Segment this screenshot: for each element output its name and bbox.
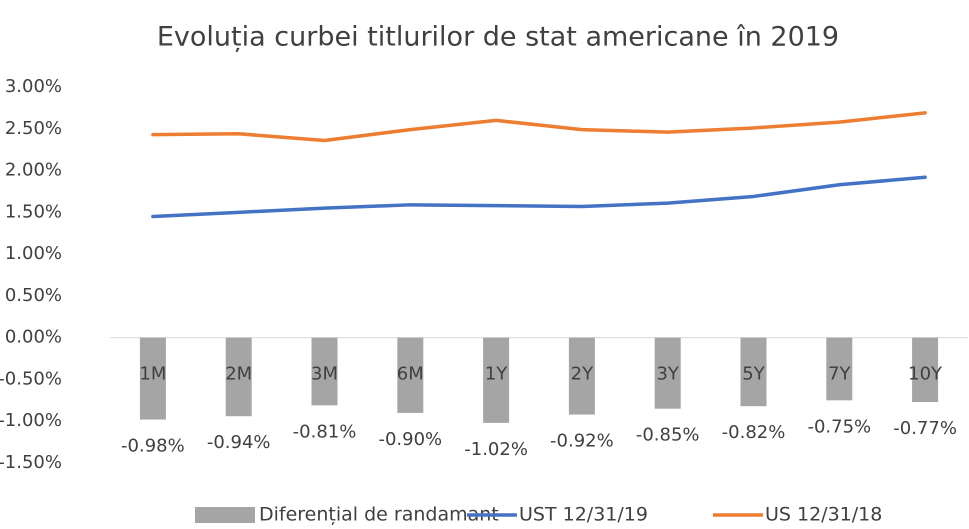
data-label: -0.90% [378,429,442,450]
y-tick-label: 3.00% [5,76,62,97]
line [151,175,927,219]
bar [912,337,939,403]
data-label: -1.02% [464,439,528,460]
x-tick-label: 10Y [908,364,943,385]
bar [740,337,767,407]
data-label: -0.85% [636,425,700,446]
bar [654,337,681,409]
x-tick-label: 5Y [742,364,765,385]
x-tick-label: 2M [225,364,252,385]
bar [568,337,595,415]
legend-label: UST 12/31/19 [519,504,648,526]
y-tick-label: 0.00% [5,327,62,348]
y-tick-label: -1.50% [0,452,62,473]
y-tick-label: -1.00% [0,410,62,431]
legend-label: Diferențial de randamant [259,504,499,526]
legend-swatch [195,507,255,523]
x-tick-label: 6M [397,364,424,385]
y-tick-label: -0.50% [0,368,62,389]
y-tick-label: 1.00% [5,243,62,264]
bar [225,337,252,417]
data-label: -0.98% [121,436,185,457]
bar [483,337,510,423]
line [151,111,927,143]
bar [826,337,853,401]
data-label: -0.77% [893,418,957,439]
bar [139,337,166,420]
y-tick-label: 1.50% [5,201,62,222]
x-tick-label: 3M [311,364,338,385]
x-tick-label: 2Y [571,364,594,385]
y-tick-label: 0.50% [5,285,62,306]
y-tick-label: 2.00% [5,160,62,181]
legend-label: US 12/31/18 [765,504,882,526]
y-tick-label: 2.50% [5,118,62,139]
data-label: -0.81% [293,421,357,442]
chart-title: Evoluția curbei titlurilor de stat ameri… [157,22,839,53]
x-tick-label: 1M [139,364,166,385]
bar [397,337,424,413]
data-label: -0.82% [722,422,786,443]
data-label: -0.75% [807,416,871,437]
bar [311,337,338,406]
data-label: -0.94% [207,432,271,453]
x-tick-label: 1Y [485,364,508,385]
data-label: -0.92% [550,431,614,452]
x-tick-label: 7Y [828,364,851,385]
x-tick-label: 3Y [656,364,679,385]
